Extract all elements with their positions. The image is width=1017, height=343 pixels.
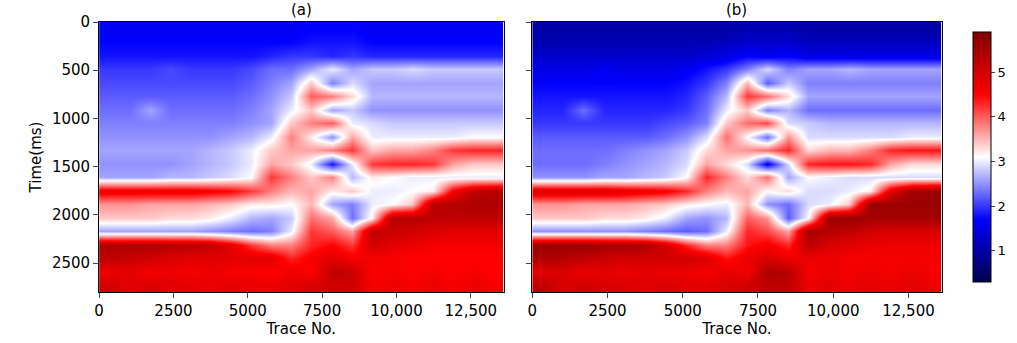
svg-text:5000: 5000: [229, 302, 267, 320]
svg-text:10,000: 10,000: [370, 302, 423, 320]
svg-text:Time(ms): Time(ms): [27, 122, 45, 194]
svg-text:500: 500: [61, 61, 90, 79]
svg-text:1: 1: [998, 243, 1006, 258]
svg-text:Trace No.: Trace No.: [266, 320, 336, 338]
svg-text:2500: 2500: [588, 302, 626, 320]
svg-text:1000: 1000: [52, 110, 90, 128]
svg-text:2000: 2000: [52, 206, 90, 224]
svg-text:0: 0: [81, 13, 91, 31]
svg-text:2: 2: [998, 199, 1006, 214]
svg-text:12,500: 12,500: [882, 302, 935, 320]
svg-text:2500: 2500: [154, 302, 192, 320]
svg-text:(a): (a): [291, 1, 312, 19]
svg-text:3: 3: [998, 154, 1006, 169]
svg-text:2500: 2500: [52, 254, 90, 272]
svg-text:(b): (b): [726, 1, 747, 19]
svg-text:12,500: 12,500: [445, 302, 498, 320]
svg-text:0: 0: [527, 302, 537, 320]
svg-text:7500: 7500: [739, 302, 777, 320]
svg-text:1500: 1500: [52, 158, 90, 176]
svg-text:7500: 7500: [303, 302, 341, 320]
svg-text:Trace No.: Trace No.: [701, 320, 771, 338]
svg-text:10,000: 10,000: [807, 302, 860, 320]
svg-text:0: 0: [94, 302, 104, 320]
svg-text:5: 5: [998, 65, 1006, 80]
svg-text:4: 4: [998, 109, 1006, 124]
svg-text:5000: 5000: [664, 302, 702, 320]
